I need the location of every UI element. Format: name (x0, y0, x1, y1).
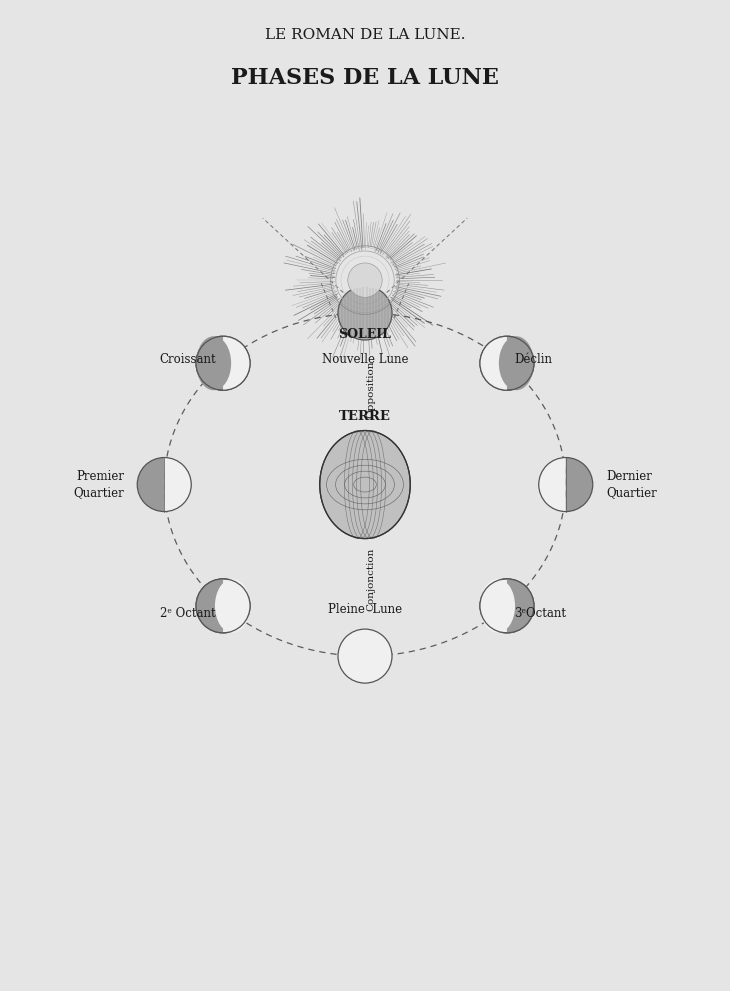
Text: Pleine  Lune: Pleine Lune (328, 603, 402, 616)
Wedge shape (164, 458, 191, 511)
Text: Premier
Quartier: Premier Quartier (73, 470, 124, 499)
Circle shape (196, 336, 250, 390)
Circle shape (338, 629, 392, 683)
Circle shape (348, 263, 383, 297)
Text: TERRE: TERRE (339, 409, 391, 422)
Wedge shape (196, 579, 223, 633)
Wedge shape (480, 336, 507, 390)
Ellipse shape (480, 579, 515, 633)
Text: SOLEIL: SOLEIL (339, 328, 391, 341)
Text: PHASES DE LA LUNE: PHASES DE LA LUNE (231, 67, 499, 89)
Text: LE ROMAN DE LA LUNE.: LE ROMAN DE LA LUNE. (265, 28, 465, 42)
Ellipse shape (499, 336, 534, 390)
Wedge shape (137, 458, 164, 511)
Circle shape (338, 286, 392, 340)
Text: Déclin: Déclin (514, 353, 553, 366)
Circle shape (480, 579, 534, 633)
Text: Conjonction: Conjonction (366, 548, 375, 611)
Ellipse shape (215, 579, 250, 633)
Text: Opposition: Opposition (366, 361, 375, 418)
Ellipse shape (320, 430, 410, 538)
Text: Dernier
Quartier: Dernier Quartier (606, 470, 657, 499)
Wedge shape (566, 458, 593, 511)
Circle shape (480, 336, 534, 390)
Wedge shape (223, 336, 250, 390)
Ellipse shape (196, 336, 231, 390)
Text: Nouvelle Lune: Nouvelle Lune (322, 353, 408, 366)
Text: 2ᵉ Octant: 2ᵉ Octant (160, 606, 216, 619)
Text: 3ᵉOctant: 3ᵉOctant (514, 606, 566, 619)
Circle shape (196, 579, 250, 633)
Wedge shape (507, 579, 534, 633)
Wedge shape (539, 458, 566, 511)
Text: Croissant: Croissant (159, 353, 216, 366)
